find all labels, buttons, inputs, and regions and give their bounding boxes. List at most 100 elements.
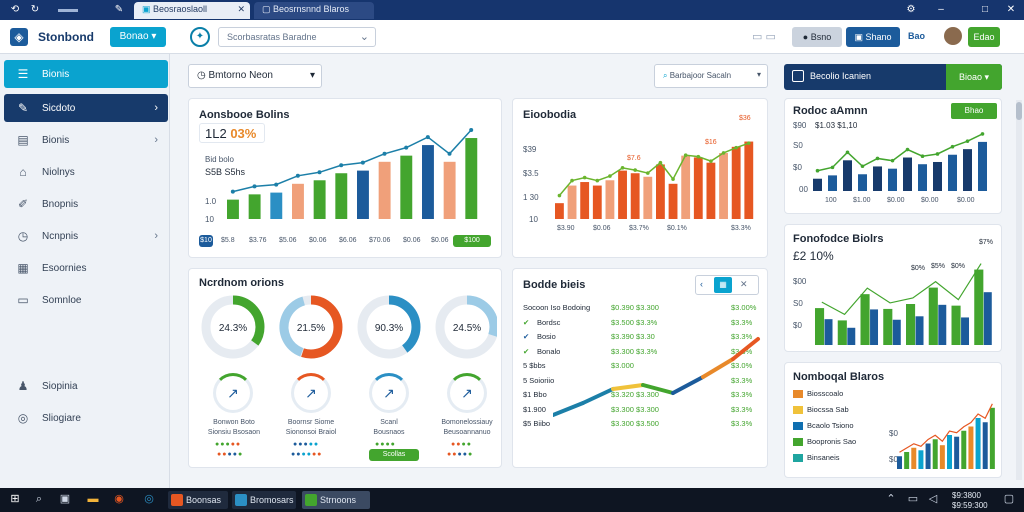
- taskbar-app-2[interactable]: Strnoons: [302, 491, 370, 509]
- legend-item: Biosscoalo: [793, 389, 843, 399]
- primary-button[interactable]: Bonao ▾: [110, 27, 166, 47]
- minimize-icon[interactable]: –: [938, 4, 944, 15]
- extension-icon[interactable]: ⚙: [906, 4, 916, 15]
- view-dropdown[interactable]: ◷ Bmtorno Neon ▾: [188, 64, 322, 88]
- plain-button[interactable]: Bao: [908, 31, 926, 41]
- card-title: Fonofodce Biolrs: [793, 233, 884, 245]
- chart-card7: [897, 403, 995, 469]
- app-header: ◈ Stonbond Bonao ▾ ✦ Scorbasratas Baradn…: [0, 20, 1024, 54]
- tab-reports[interactable]: ▢ Beosrnsnnd Blaros: [254, 2, 374, 19]
- table-row[interactable]: $1 Bbo $3.320 $3.300 $3.3%: [523, 390, 763, 403]
- x-label: $6.06: [339, 237, 357, 244]
- trend-point: [404, 145, 409, 150]
- card-title: Aonsbooe Bolins: [199, 109, 290, 121]
- close-icon[interactable]: ✕: [740, 279, 748, 289]
- x-label: $0.06: [403, 237, 421, 244]
- sidebar-item-8[interactable]: ♟ Siopinia: [4, 372, 168, 400]
- search-input[interactable]: Scorbasratas Baradne ⌄: [218, 27, 376, 47]
- app-icon: [235, 494, 247, 506]
- sidebar-item-9[interactable]: ◎ Sliogiare: [4, 404, 168, 432]
- edge-icon[interactable]: ◎: [144, 493, 154, 505]
- table-row[interactable]: ✔ Bosio $3.390 $3.30 $3.3%: [523, 332, 763, 345]
- chevron-up-icon[interactable]: ⌃: [886, 493, 896, 505]
- sidebar-item-3[interactable]: ⌂ Niolnys: [4, 158, 168, 186]
- taskbar-app-1[interactable]: Bromosars: [232, 491, 296, 509]
- notifications-icon[interactable]: ▭ ▭: [752, 31, 776, 43]
- tab-dashboard[interactable]: ▣ Beosraoslaoll ✕: [134, 2, 250, 19]
- blue-button[interactable]: ▣ Shano: [846, 27, 900, 47]
- table-row[interactable]: ✔ Bordsc $3.500 $3.3% $3.3%: [523, 318, 763, 331]
- x-label: $3.90: [557, 225, 575, 232]
- browser-icon[interactable]: ◉: [114, 493, 124, 505]
- legend-label: Binsaneis: [807, 453, 840, 462]
- line-segment: [611, 383, 645, 391]
- trend-point: [425, 135, 430, 140]
- trend-point: [683, 153, 688, 157]
- sidebar-item-7[interactable]: ▭ Somnloe: [4, 286, 168, 314]
- row-value: $3.500 $3.3%: [611, 317, 658, 327]
- sub-values: S5B S5hs: [205, 167, 246, 177]
- network-icon[interactable]: ▭: [907, 493, 919, 505]
- row-percent: $3.3%: [731, 317, 753, 327]
- close-window-icon[interactable]: ✕: [1006, 4, 1016, 15]
- pill-right[interactable]: $100: [453, 235, 491, 247]
- scrollbar-thumb[interactable]: [1016, 102, 1022, 120]
- x-label-row: $10 $5.8 $3.76 $5.06 $0.06 $6.06 $70.06 …: [199, 235, 493, 249]
- blue-button-icon: ▣: [854, 32, 863, 42]
- status-dots: ●●●●●: [447, 451, 474, 458]
- sidebar-item-1[interactable]: ✎ Sicdoto ›: [4, 94, 168, 122]
- filter-search[interactable]: ⌕ Barbajoor Sacaln ▾: [654, 64, 768, 88]
- sidebar-item-5[interactable]: ◷ Ncnpnis ›: [4, 222, 168, 250]
- trend-point: [920, 154, 925, 159]
- green-button[interactable]: Edao: [968, 27, 1000, 47]
- row-label: Bonalo: [537, 346, 561, 356]
- task-view-icon[interactable]: ▣: [59, 493, 71, 505]
- search-icon[interactable]: ⌕: [35, 493, 43, 505]
- avatar[interactable]: [944, 27, 962, 45]
- refresh-icon[interactable]: ↻: [30, 4, 40, 15]
- chart-card6: [815, 263, 992, 345]
- bar: [928, 287, 938, 345]
- maximize-icon[interactable]: □: [981, 4, 989, 15]
- table-row[interactable]: $5 Biibo $3.300 $3.500 $3.3%: [523, 419, 763, 432]
- folder-icon[interactable]: ▬: [87, 493, 99, 505]
- tab-close-icon[interactable]: ✕: [237, 4, 245, 14]
- sidebar-item-0[interactable]: ☰ Bionis: [4, 60, 168, 88]
- y-label: $3.5: [523, 169, 539, 178]
- card-action-button[interactable]: Bhao: [951, 103, 997, 119]
- sidebar-item-2[interactable]: ▤ Bionis ›: [4, 126, 168, 154]
- chevron-left-icon[interactable]: ‹: [700, 279, 703, 289]
- scroll-button[interactable]: Scollas: [369, 449, 419, 461]
- grid-view-icon[interactable]: ▦: [714, 277, 732, 293]
- sidebar-item-6[interactable]: ▦ Esoornies: [4, 254, 168, 282]
- table-row[interactable]: 5 $bbs $3.000 $3.0%: [523, 361, 763, 374]
- table-row[interactable]: Socoon Iso Bodoing $0.390 $3.300 $3.00%: [523, 303, 763, 316]
- notification-icon[interactable]: ▢: [1003, 493, 1015, 505]
- trend-point: [570, 178, 574, 183]
- volume-icon[interactable]: ◁: [928, 493, 938, 505]
- scrollbar-track[interactable]: [1016, 100, 1022, 480]
- back-icon[interactable]: ⟲: [10, 4, 20, 15]
- globe-icon[interactable]: ✦: [190, 27, 210, 47]
- bar: [828, 175, 837, 191]
- x-label: 100: [825, 197, 837, 204]
- pin-icon[interactable]: ✎: [114, 4, 124, 15]
- row-label: Socoon Iso Bodoing: [523, 303, 591, 312]
- bar: [911, 447, 917, 469]
- address-icon[interactable]: ▬▬: [58, 4, 78, 15]
- gray-button[interactable]: ● Bsno: [792, 27, 842, 47]
- sidebar-item-4[interactable]: ✐ Bnopnis: [4, 190, 168, 218]
- bar: [939, 445, 945, 469]
- table-row[interactable]: 5 Soioriio $3.3%: [523, 376, 763, 389]
- legend-label: Bcaolo Tsiono: [807, 421, 854, 430]
- row-label: 5 Soioriio: [523, 375, 555, 385]
- trend-point: [965, 139, 970, 143]
- bar: [443, 161, 456, 219]
- report-action-button[interactable]: Bioao ▾: [946, 64, 1002, 90]
- taskbar-app-0[interactable]: Boonsas: [168, 491, 228, 509]
- row-percent: $3.3%: [731, 404, 753, 414]
- trend-line: [899, 403, 993, 453]
- table-row[interactable]: $1.900 $3.300 $3.300 $3.3%: [523, 405, 763, 418]
- start-icon[interactable]: ⊞: [10, 493, 20, 505]
- trend-point: [608, 174, 612, 178]
